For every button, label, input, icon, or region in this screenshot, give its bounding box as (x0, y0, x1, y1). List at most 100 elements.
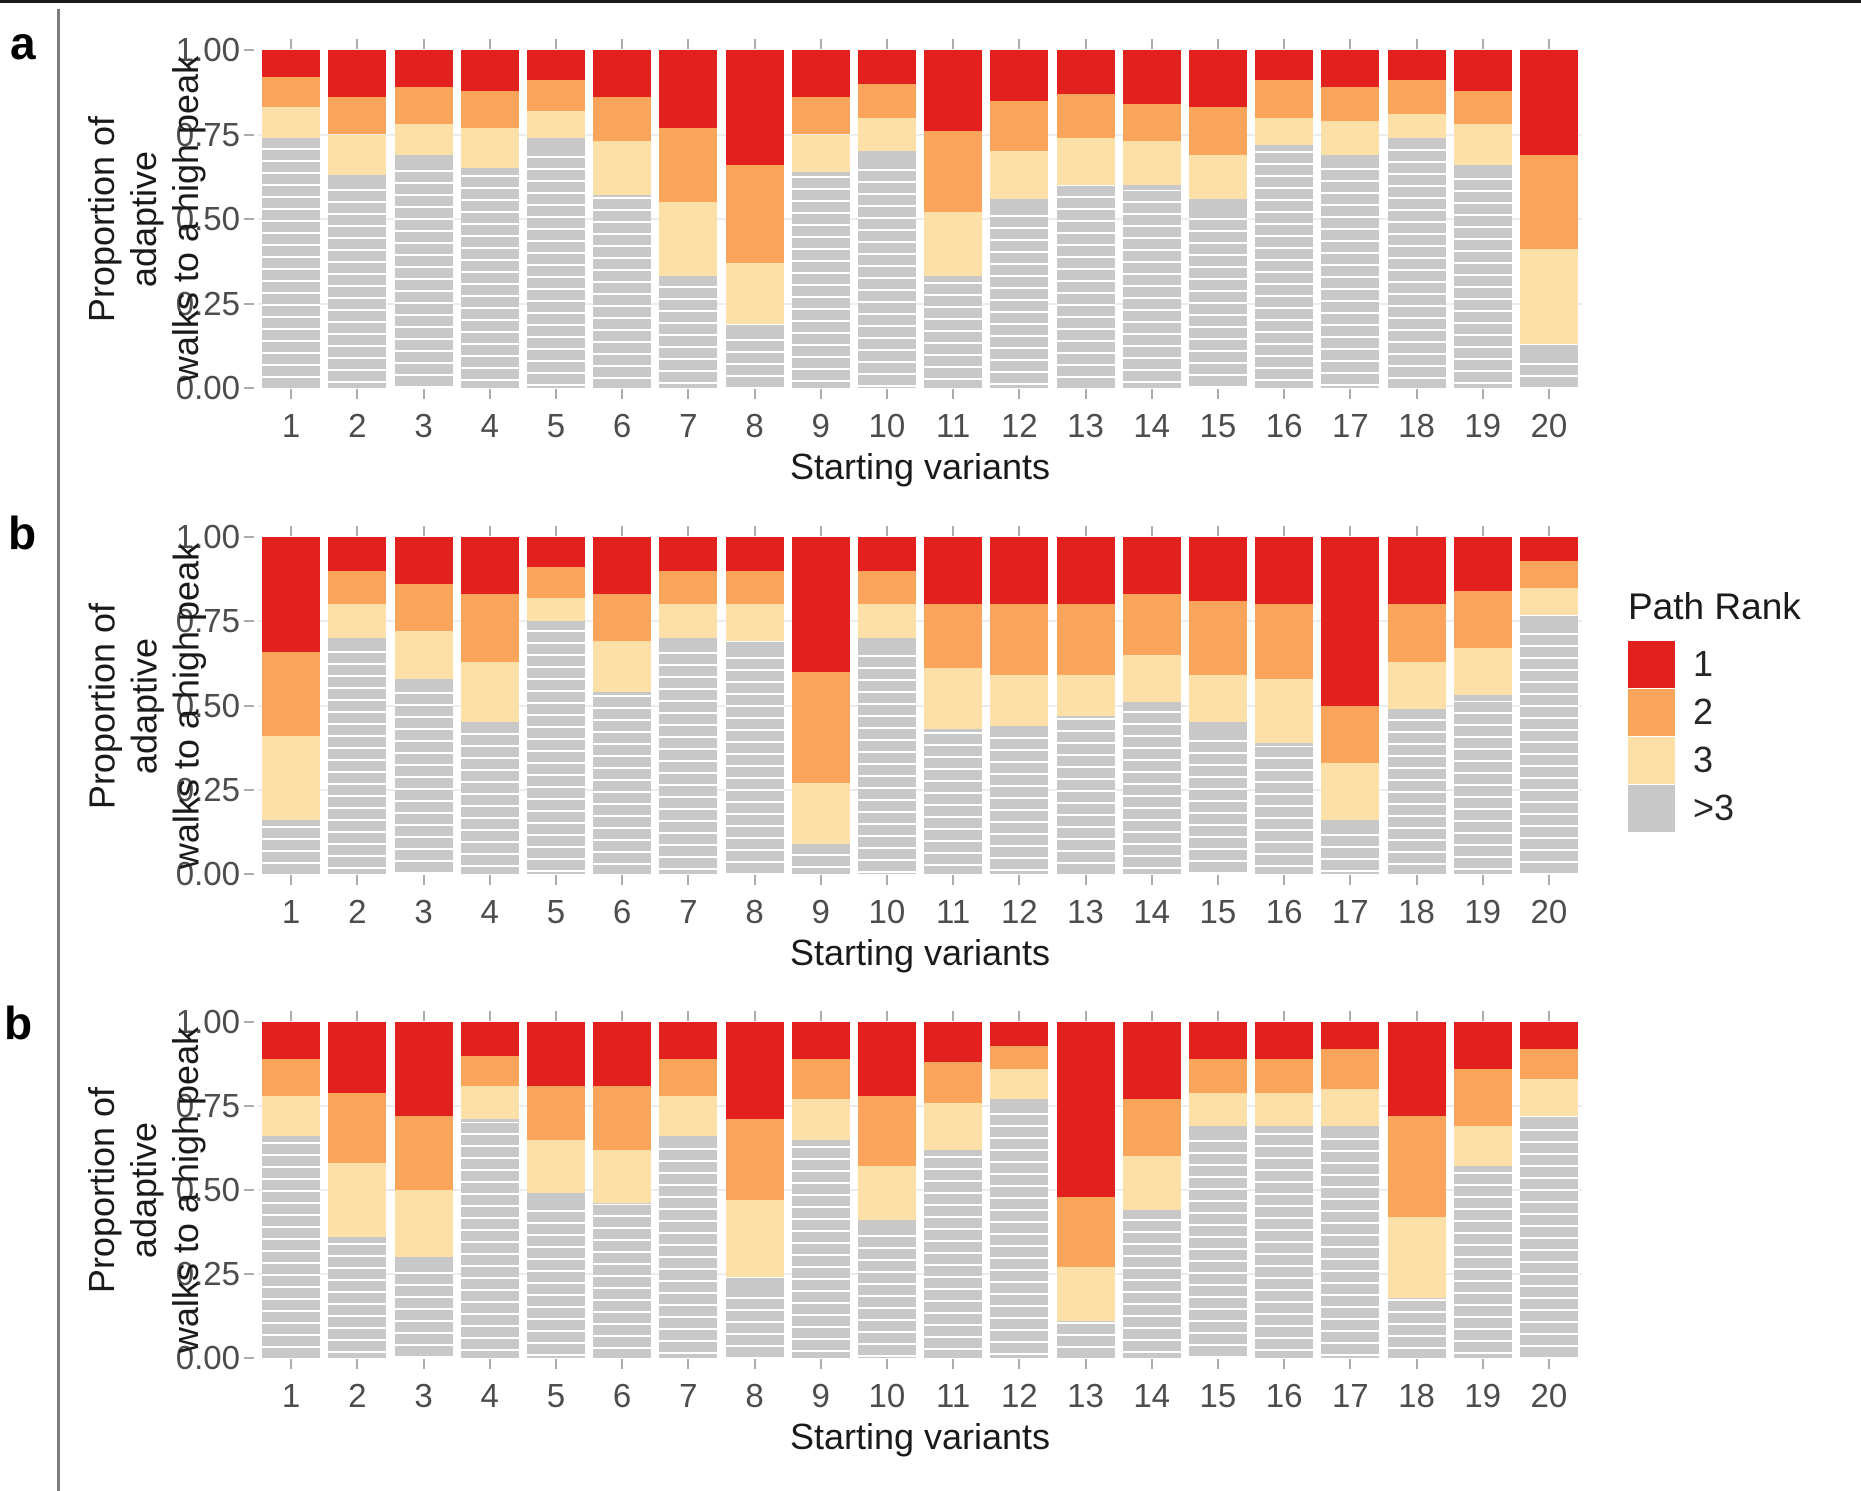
bar-segment-rank-3 (1188, 675, 1247, 723)
bar-segment-rank-gt3 (725, 641, 784, 874)
x-tick-label: 6 (612, 407, 632, 444)
x-axis-tick (687, 875, 690, 885)
x-axis-tick (1415, 875, 1418, 885)
bar-segment-rank-2 (791, 1058, 850, 1100)
top-axis-tick (687, 1011, 690, 1021)
bar-segment-rank-gt3 (1321, 154, 1380, 388)
x-axis-tick (885, 1359, 888, 1369)
x-tick-label: 5 (546, 407, 566, 444)
bar-segment-rank-2 (1056, 604, 1115, 676)
x-axis-tick (356, 1359, 359, 1369)
bar-segment-rank-2 (1387, 604, 1446, 662)
top-axis-tick (1547, 526, 1550, 536)
bar-segment-rank-2 (1122, 594, 1181, 655)
top-axis-tick (356, 526, 359, 536)
x-tick-label: 16 (1265, 407, 1303, 444)
x-axis-tick (290, 875, 293, 885)
bar-segment-rank-2 (1188, 1058, 1247, 1093)
y-tick-label: 1.00 (175, 1003, 240, 1040)
bar-segment-rank-3 (1255, 117, 1314, 145)
x-tick-label: 1 (281, 893, 301, 930)
bar-segment-rank-3 (1056, 1267, 1115, 1322)
bar-segment-rank-gt3 (394, 154, 453, 388)
bar-segment-rank-2 (262, 77, 321, 108)
top-axis-tick (1018, 39, 1021, 49)
bar-segment-rank-gt3 (857, 1220, 916, 1358)
x-axis-tick (1481, 1359, 1484, 1369)
bar-segment-rank-1 (1056, 1022, 1115, 1197)
gridline (258, 1105, 1582, 1107)
x-tick-label: 3 (414, 1377, 433, 1414)
top-axis-tick (621, 39, 624, 49)
bar-segment-rank-1 (924, 1022, 983, 1063)
y-axis-tick (244, 788, 254, 791)
bar-segment-rank-gt3 (990, 198, 1049, 388)
top-axis-tick (488, 1011, 491, 1021)
bar-segment-rank-3 (394, 124, 453, 155)
top-axis-tick (753, 526, 756, 536)
bar-segment-rank-2 (1519, 560, 1578, 588)
gridline (258, 1273, 1582, 1275)
bar-segment-rank-1 (1321, 1022, 1380, 1049)
figure-border-top (0, 0, 1861, 3)
x-axis-tick (1481, 389, 1484, 399)
bar-segment-rank-3 (1519, 587, 1578, 615)
top-axis-tick (554, 526, 557, 536)
bar-segment-rank-gt3 (526, 621, 585, 874)
top-axis-tick (952, 526, 955, 536)
bar-segment-rank-3 (328, 1163, 387, 1238)
bar-segment-rank-gt3 (593, 692, 652, 874)
bar-segment-rank-1 (262, 1022, 321, 1059)
legend-label-rank-gt3: >3 (1693, 787, 1735, 828)
bar-segment-rank-1 (990, 537, 1049, 605)
x-axis-tick (1349, 1359, 1352, 1369)
top-axis-tick (1283, 1011, 1286, 1021)
panel-label-0: a (10, 17, 36, 69)
bar-segment-rank-1 (1321, 50, 1380, 88)
bar-segment-rank-gt3 (1255, 144, 1314, 388)
bar-segment-rank-gt3 (1387, 708, 1446, 874)
bar-segment-rank-gt3 (1122, 702, 1181, 874)
bar-segment-rank-3 (526, 1139, 585, 1194)
bar-segment-rank-3 (791, 134, 850, 172)
bar-segment-rank-2 (262, 651, 321, 736)
bar-segment-rank-1 (990, 50, 1049, 101)
bar-segment-rank-1 (394, 50, 453, 88)
bar-segment-rank-gt3 (1255, 742, 1314, 874)
bar-segment-rank-gt3 (1056, 185, 1115, 388)
top-axis-tick (621, 526, 624, 536)
bar-segment-rank-3 (526, 597, 585, 622)
bar-segment-rank-1 (1188, 537, 1247, 602)
top-axis-tick (1283, 39, 1286, 49)
bar-segment-rank-2 (526, 567, 585, 598)
x-tick-label: 4 (480, 407, 499, 444)
bar-segment-rank-gt3 (1453, 695, 1512, 874)
bar-segment-rank-2 (1453, 590, 1512, 649)
bar-segment-rank-gt3 (659, 1136, 718, 1358)
bar-segment-rank-3 (460, 1085, 519, 1120)
top-axis-tick (1150, 526, 1153, 536)
bar-segment-rank-3 (659, 202, 718, 277)
x-tick-label: 2 (348, 893, 367, 930)
legend-label-rank3: 3 (1693, 739, 1714, 780)
x-tick-label: 14 (1133, 1377, 1171, 1414)
bar-segment-rank-1 (460, 1022, 519, 1056)
x-tick-label: 13 (1067, 407, 1104, 444)
x-axis-tick (687, 1359, 690, 1369)
x-axis-tick (1150, 1359, 1153, 1369)
bar-segment-rank-3 (1519, 249, 1578, 345)
x-tick-label: 3 (414, 893, 433, 930)
x-tick-label: 17 (1331, 893, 1369, 930)
bar-segment-rank-2 (328, 1092, 387, 1164)
x-axis-tick (554, 875, 557, 885)
top-axis-tick (819, 39, 822, 49)
bar-segment-rank-1 (791, 1022, 850, 1059)
legend-title: Path Rank (1628, 586, 1801, 627)
x-axis-tick (621, 389, 624, 399)
bar-segment-rank-gt3 (1321, 820, 1380, 874)
top-axis-tick (1349, 526, 1352, 536)
bar-segment-rank-1 (1387, 537, 1446, 605)
bar-segment-rank-2 (924, 1062, 983, 1103)
bar-segment-rank-1 (1056, 537, 1115, 605)
x-tick-label: 13 (1067, 1377, 1104, 1414)
